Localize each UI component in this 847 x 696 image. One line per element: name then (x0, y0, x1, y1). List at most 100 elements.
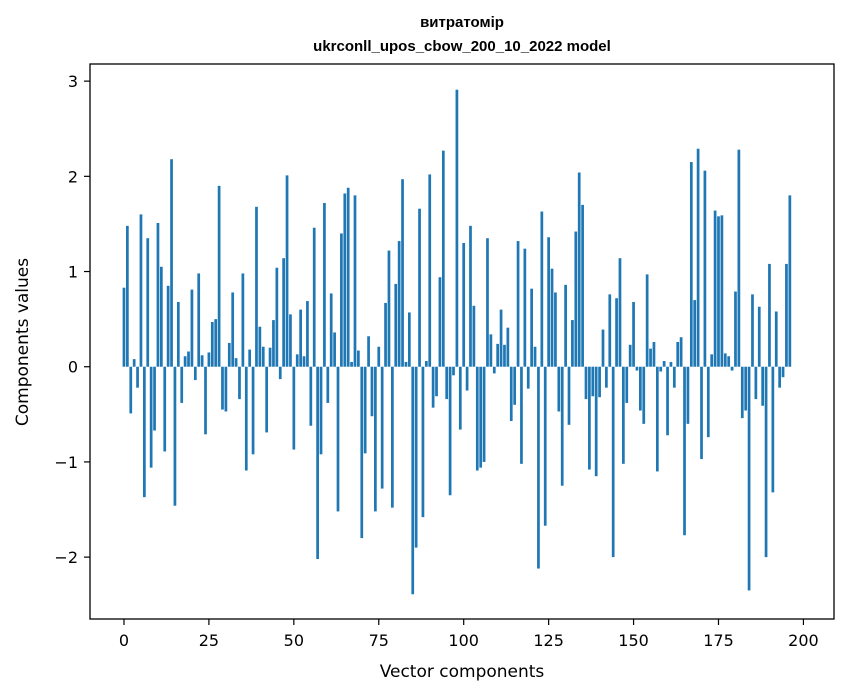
bar-148 (625, 366, 629, 403)
bar-114 (509, 366, 513, 421)
bar-6 (143, 366, 146, 498)
bar-80 (394, 283, 398, 367)
y-tick-label: 1 (68, 263, 78, 282)
bar-58 (319, 366, 323, 455)
bar-26 (210, 321, 214, 367)
bar-188 (761, 366, 765, 406)
bar-195 (785, 263, 788, 367)
bar-106 (482, 366, 486, 462)
x-tick-label: 175 (703, 631, 734, 650)
bar-100 (462, 242, 466, 367)
y-axis-label: Components values (13, 258, 33, 426)
bar-164 (679, 337, 683, 367)
chart-title-line1: витратомір (420, 14, 504, 31)
bar-172 (706, 366, 710, 438)
plot-frame (89, 63, 835, 620)
bar-81 (397, 241, 401, 367)
bar-183 (744, 366, 748, 411)
bar-5 (139, 214, 143, 367)
bar-104 (475, 366, 479, 471)
y-tick-label: −1 (54, 453, 78, 472)
bar-19 (187, 351, 190, 367)
bar-192 (774, 311, 778, 367)
bar-35 (241, 273, 245, 367)
bar-150 (632, 301, 635, 367)
bar-95 (445, 366, 449, 400)
bar-43 (268, 347, 272, 367)
bar-115 (513, 366, 517, 405)
bar-12 (163, 366, 167, 452)
bar-7 (146, 238, 150, 367)
bar-194 (781, 366, 785, 378)
bar-159 (662, 361, 666, 367)
bar-25 (207, 352, 211, 367)
bar-36 (244, 366, 248, 471)
bar-108 (489, 334, 493, 367)
bar-117 (520, 366, 523, 464)
x-tick-label: 100 (448, 631, 479, 650)
bar-9 (153, 366, 156, 431)
bar-14 (170, 159, 173, 367)
bar-74 (374, 366, 377, 512)
bar-184 (747, 366, 751, 591)
bar-89 (424, 361, 428, 367)
bar-176 (720, 215, 724, 367)
bar-111 (499, 309, 503, 367)
bar-130 (564, 284, 567, 367)
bar-118 (523, 248, 527, 367)
bar-56 (312, 227, 316, 367)
bar-78 (387, 250, 391, 367)
bar-37 (248, 349, 252, 367)
bar-126 (550, 268, 554, 367)
bar-142 (605, 366, 608, 388)
bar-161 (669, 361, 673, 367)
bar-169 (696, 148, 700, 367)
bar-136 (584, 366, 588, 400)
bar-69 (357, 350, 360, 367)
bar-133 (574, 231, 578, 367)
bar-96 (448, 366, 452, 496)
bar-52 (299, 309, 302, 367)
bar-163 (676, 341, 680, 367)
bar-122 (537, 366, 540, 569)
bar-18 (183, 356, 187, 367)
bar-65 (343, 193, 347, 367)
bar-57 (316, 366, 319, 560)
bar-53 (302, 356, 306, 367)
x-tick-label: 200 (788, 631, 819, 650)
bar-22 (197, 273, 201, 367)
bar-82 (401, 179, 404, 367)
bar-1 (126, 225, 129, 367)
bar-2 (129, 366, 133, 414)
bar-173 (710, 354, 714, 367)
bar-48 (285, 175, 289, 367)
x-tick-label: 150 (618, 631, 649, 650)
bar-88 (421, 366, 425, 518)
bar-71 (363, 366, 367, 454)
bar-156 (652, 341, 656, 367)
bar-20 (190, 289, 194, 367)
bar-127 (554, 292, 557, 367)
bar-153 (642, 366, 646, 424)
bar-55 (309, 366, 313, 426)
bar-157 (655, 366, 659, 472)
bar-32 (231, 292, 235, 367)
bar-42 (265, 366, 269, 433)
bar-123 (540, 211, 544, 367)
bar-116 (516, 241, 520, 367)
bar-91 (431, 366, 435, 408)
bar-144 (611, 366, 615, 558)
bar-30 (224, 366, 228, 412)
bar-75 (377, 346, 381, 367)
bar-49 (289, 314, 292, 367)
bar-110 (496, 343, 500, 367)
bar-99 (458, 366, 462, 430)
bar-97 (452, 366, 455, 376)
bar-128 (557, 366, 561, 412)
bar-137 (588, 366, 591, 470)
bar-90 (428, 174, 432, 367)
bar-140 (598, 366, 601, 398)
bar-77 (384, 302, 387, 367)
x-tick-label: 0 (119, 631, 129, 650)
bar-132 (571, 320, 574, 367)
